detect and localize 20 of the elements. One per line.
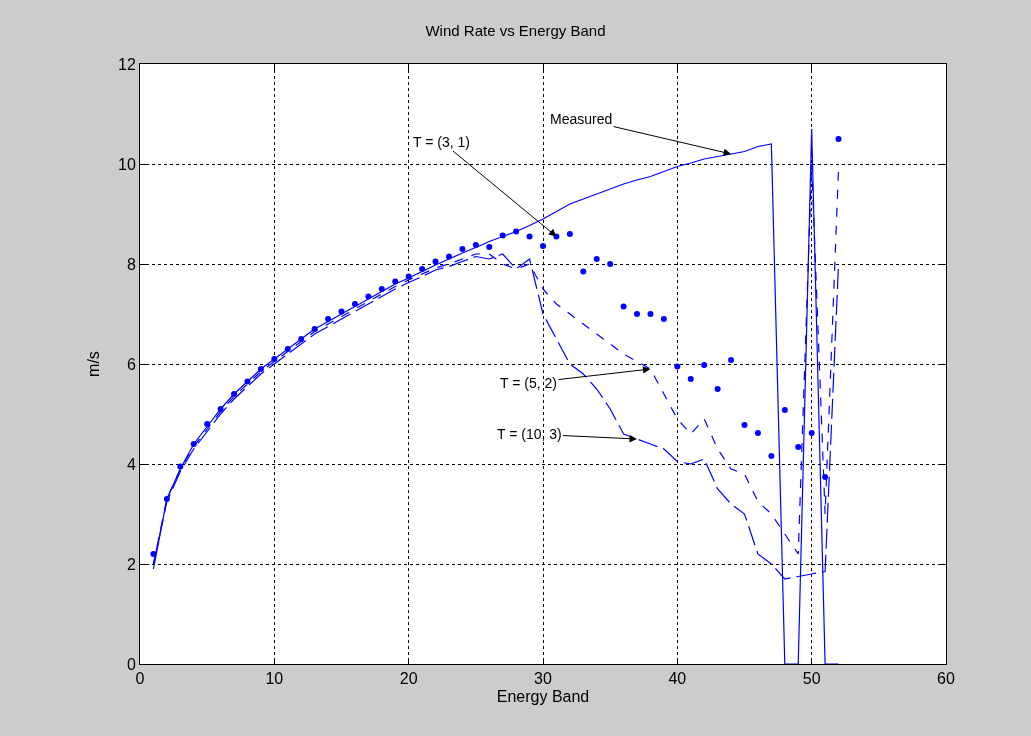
chart-title: Wind Rate vs Energy Band (425, 22, 606, 40)
x-tick-label: 10 (265, 670, 284, 688)
y-tick-label: 8 (126, 255, 136, 273)
x-tick-label: 40 (668, 670, 687, 688)
annotation: T = (10, 3) (497, 426, 562, 442)
y-tick-label: 10 (118, 155, 136, 173)
y-axis-title: m/s (84, 351, 102, 377)
y-tick-label: 4 (126, 455, 136, 473)
x-tick-label: 20 (399, 670, 418, 688)
y-tick-label: 12 (118, 55, 136, 73)
x-tick-label: 50 (802, 670, 821, 688)
y-tick-label: 2 (126, 555, 136, 573)
x-tick-label: 60 (937, 670, 955, 688)
x-tick-label: 30 (534, 670, 552, 688)
y-tick-label: 6 (126, 355, 136, 373)
y-tick-label: 0 (126, 655, 136, 673)
annotation: Measured (550, 111, 613, 127)
annotation: T = (5, 2) (500, 375, 557, 391)
x-axis-title: Energy Band (496, 687, 590, 705)
annotation: T = (3, 1) (413, 134, 470, 150)
